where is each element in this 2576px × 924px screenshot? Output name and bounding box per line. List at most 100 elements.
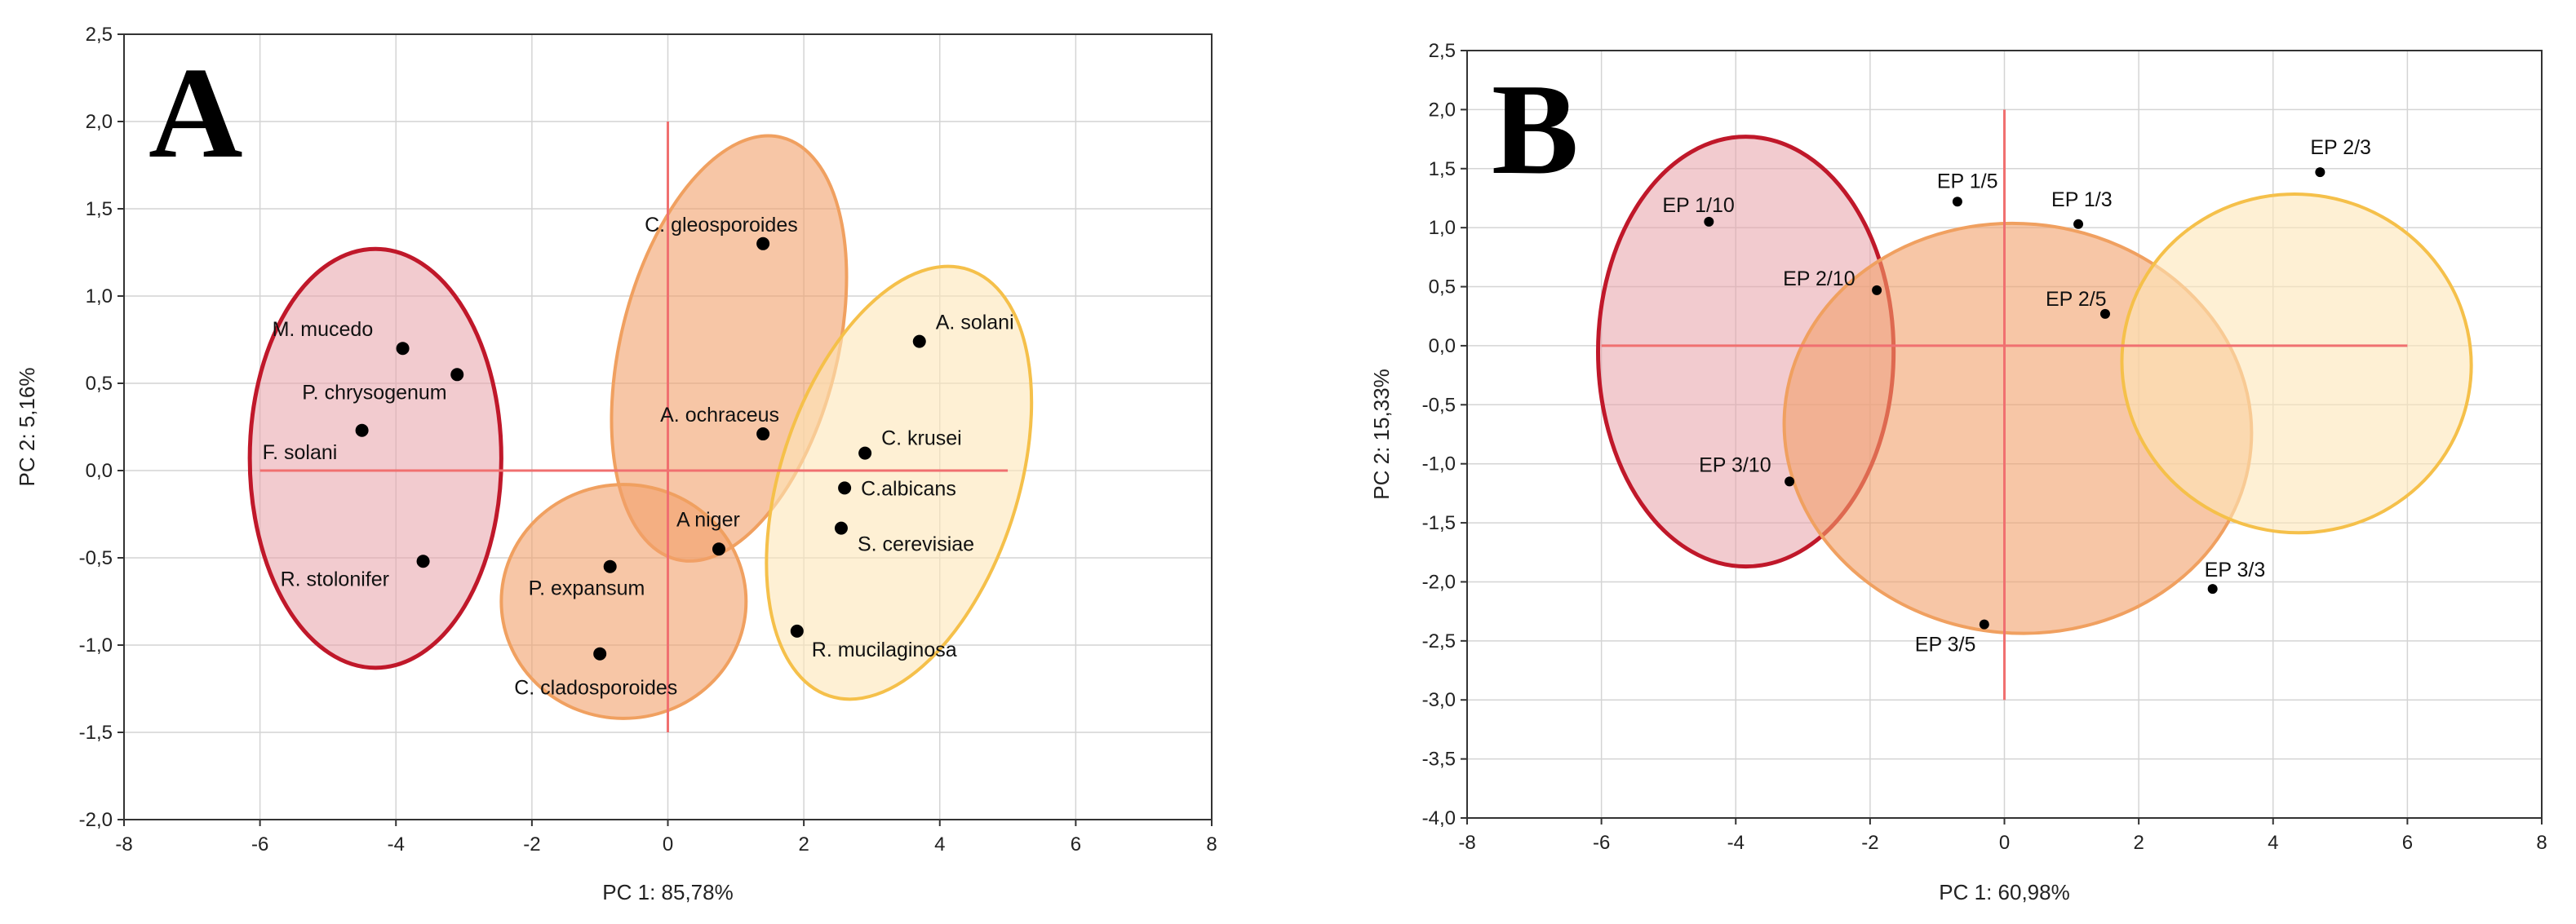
x-tick-label: 2 [798,833,809,855]
y-tick-label: -2,0 [1422,571,1456,593]
y-axis-title: PC 2: 5,16% [15,368,39,487]
data-point-label: A. solani [936,312,1014,334]
data-point-label: EP 3/10 [1699,453,1771,476]
data-point-label: F. solani [263,441,338,464]
data-point [1872,285,1882,295]
x-axis-title: PC 1: 85,78% [602,880,733,904]
y-tick-label: 0,0 [86,460,113,482]
y-tick-label: 1,5 [1429,158,1456,180]
data-point-label: EP 1/3 [2051,188,2113,211]
chart-panel-b: -8 -6 -4 -2 0 2 4 6 8 2,5 2,0 1,5 1,0 0,5 0,0 -0,5 -1,0 -… [1369,40,2547,904]
data-point-label: C.albicans [861,477,956,500]
data-point [712,542,725,556]
panel-label: A [149,40,243,185]
data-point [1979,619,1989,630]
x-tick-label: -6 [251,833,268,855]
y-tick-label: -1,5 [1422,512,1456,534]
data-point-label: P. expansum [529,577,645,600]
x-tick-label: 8 [2536,832,2547,854]
y-tick-label: 1,0 [86,285,113,307]
x-tick-label: 4 [934,833,945,855]
data-point-label: C. cladosporoides [514,677,677,700]
data-point-label: P. chrysogenum [302,381,446,404]
y-tick-label: -0,5 [79,547,113,569]
data-point [1952,197,1962,207]
data-point [396,342,410,356]
data-point-label: R. mucilaginosa [812,639,957,661]
data-point [2315,167,2325,178]
ellipse-group-yellow [765,264,1034,701]
data-point-label: C. krusei [881,427,962,450]
chart-panel-a: -8 -6 -4 -2 0 2 4 6 8 2,5 2,0 1,5 1,0 0,5 0,0 -0,5 -1,0 -… [15,24,1217,904]
y-tick-label: -3,5 [1422,749,1456,771]
ellipse-group-red [247,246,503,670]
y-tick-label: 2,0 [86,111,113,133]
data-point-label: S. cerevisiae [858,533,974,556]
data-point [450,368,464,382]
data-point-label: EP 2/10 [1783,267,1856,290]
data-point-label: EP 2/5 [2046,288,2107,311]
y-tick-label: 0,5 [86,373,113,395]
data-point [593,647,607,661]
data-point-label: EP 1/10 [1662,194,1735,217]
data-point [756,427,770,441]
y-tick-label: 1,5 [86,198,113,220]
data-point [756,237,770,250]
y-tick-label: 0,0 [1429,335,1456,357]
data-point [355,423,369,437]
data-point [2207,584,2218,595]
x-tick-label: 6 [2402,832,2413,854]
y-tick-label: 2,0 [1429,99,1456,121]
x-tick-label: -8 [115,833,132,855]
y-tick-label: -0,5 [1422,394,1456,416]
data-point [2073,219,2084,229]
data-point [834,521,848,535]
data-point [838,481,852,495]
data-point [1785,476,1795,487]
y-tick-label: -1,0 [79,634,113,657]
x-axis-title: PC 1: 60,98% [1939,880,2069,904]
data-point [416,555,430,568]
data-point-label: EP 3/5 [1915,634,1976,657]
x-tick-label: 8 [1206,833,1217,855]
x-tick-label: -6 [1593,832,1610,854]
x-tick-label: 6 [1071,833,1081,855]
x-tick-label: 2 [2133,832,2144,854]
data-point-label: R. stolonifer [281,568,389,590]
data-point-label: A. ochraceus [660,404,779,427]
x-tick-label: 0 [663,833,673,855]
x-tick-label: 0 [1999,832,2010,854]
y-tick-label: 1,0 [1429,217,1456,239]
data-point [2099,308,2110,319]
y-tick-label: -3,0 [1422,689,1456,711]
x-tick-label: -8 [1458,832,1475,854]
data-point-label: EP 3/3 [2205,559,2266,581]
y-tick-label: -1,0 [1422,453,1456,475]
data-point-label: A niger [676,508,740,531]
y-tick-label: -2,0 [79,809,113,831]
data-point [790,624,804,638]
ellipse-group-orange-lower [499,483,748,720]
ellipse-group-yellow [2120,192,2473,535]
x-tick-label: -2 [1861,832,1878,854]
x-tick-label: 4 [2268,832,2278,854]
y-tick-label: -1,5 [79,722,113,744]
x-tick-label: -2 [523,833,540,855]
y-axis-title: PC 2: 15,33% [1369,369,1394,499]
data-point [1704,216,1714,227]
y-tick-label: 2,5 [1429,40,1456,62]
data-point [858,446,872,460]
x-tick-label: -4 [388,833,405,855]
y-tick-label: -4,0 [1422,807,1456,829]
panel-label: B [1492,56,1579,201]
data-point-label: C. gleosporoides [645,214,798,237]
data-point [912,334,926,348]
y-tick-label: -2,5 [1422,630,1456,652]
data-point-label: EP 2/3 [2310,136,2371,159]
data-point-label: M. mucedo [273,318,374,341]
y-tick-label: 2,5 [86,24,113,46]
data-point [603,559,617,573]
data-point-label: EP 1/5 [1937,170,1998,192]
y-tick-label: 0,5 [1429,276,1456,298]
